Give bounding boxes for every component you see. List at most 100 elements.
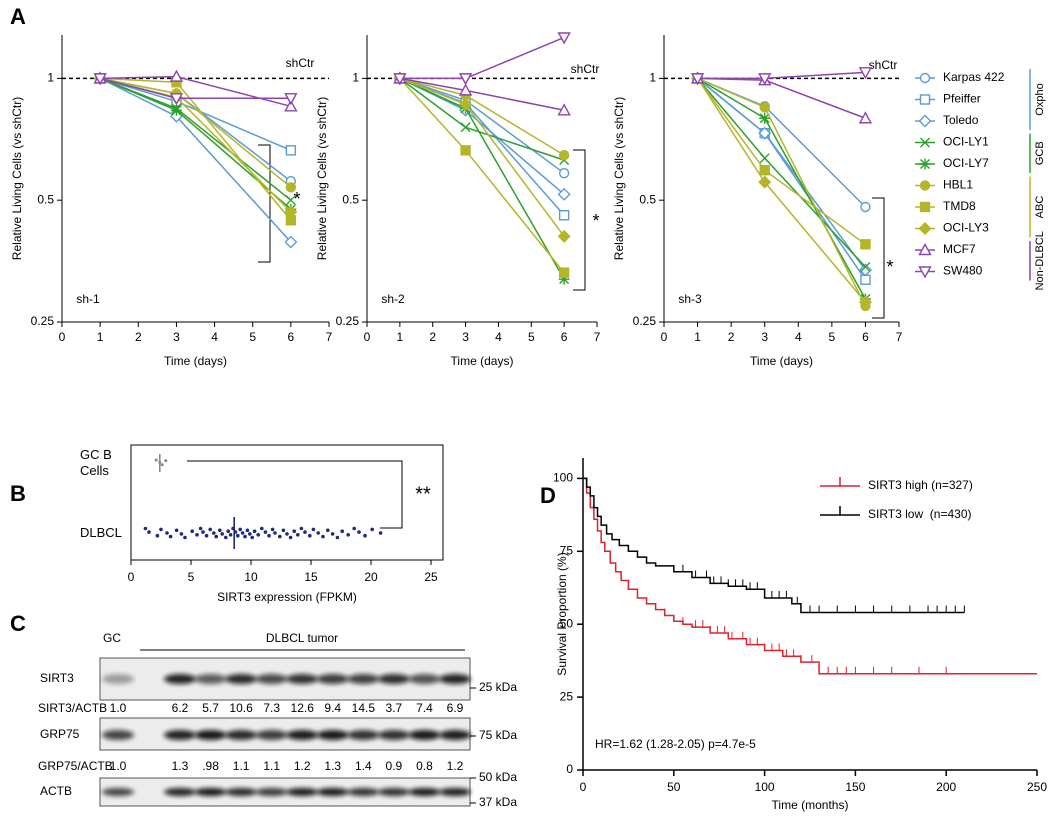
ratio-value: 1.0 [110, 701, 127, 715]
data-point [292, 529, 297, 533]
marker [558, 273, 570, 285]
marker [690, 73, 705, 86]
marker [93, 73, 107, 86]
blot-band [225, 730, 258, 740]
data-point [159, 527, 163, 532]
x-axis-label: SIRT3 expression (FPKM) [217, 590, 357, 604]
marker [759, 102, 770, 113]
data-point [212, 531, 216, 535]
data-point [260, 526, 264, 531]
blot-band [102, 674, 134, 684]
blot-band [377, 730, 410, 740]
x-tick-label: 0 [364, 330, 371, 344]
series-line [697, 77, 867, 300]
x-tick-label: 3 [462, 330, 469, 344]
ratio-value: 3.7 [386, 701, 403, 715]
data-point [363, 533, 367, 538]
x-tick-label: 100 [755, 780, 775, 794]
data-point [168, 534, 173, 539]
data-point [296, 533, 300, 537]
blot-band [347, 730, 380, 740]
data-point [243, 534, 247, 539]
data-point [208, 527, 212, 532]
blot-band [164, 788, 196, 796]
x-tick-label: 4 [495, 330, 502, 344]
blot-band [316, 788, 349, 796]
ratio-label: SIRT3/ACTB [38, 701, 107, 715]
marker [918, 266, 932, 279]
marker [860, 201, 871, 213]
x-tick-label: 10 [244, 570, 258, 584]
blot-band [102, 730, 134, 740]
significance-mark: ** [415, 483, 431, 505]
y-tick-label: 1 [649, 71, 656, 85]
series-line [696, 77, 866, 245]
data-point [299, 526, 304, 531]
data-point [311, 527, 316, 532]
blot-band [194, 788, 227, 796]
data-point [346, 533, 351, 537]
series-line [99, 77, 292, 188]
data-point [220, 532, 224, 536]
panel-letter: D [540, 483, 556, 508]
annotation: HR=1.62 (1.28-2.05) p=4.7e-5 [595, 737, 756, 751]
data-point [155, 533, 160, 538]
blot-band [286, 674, 319, 684]
data-point [240, 531, 245, 535]
data-point [147, 530, 151, 534]
marker [919, 72, 931, 84]
blot-band [225, 788, 258, 796]
data-point [214, 534, 218, 539]
series-line [99, 77, 292, 182]
data-point [303, 530, 307, 534]
blot-band [439, 788, 471, 796]
plot-frame [130, 444, 444, 561]
x-tick-label: 5 [829, 330, 836, 344]
y-tick-label: 0.25 [633, 314, 657, 328]
ratio-value: 0.8 [416, 759, 433, 773]
series-line [399, 77, 565, 274]
marker [558, 149, 570, 161]
marker [285, 195, 296, 206]
marker [858, 263, 872, 277]
series-line [399, 36, 565, 80]
ratio-value: 1.4 [355, 759, 372, 773]
size-marker: 37 kDa [479, 795, 517, 809]
legend-label: Karpas 422 [943, 70, 1005, 84]
data-point [250, 535, 254, 540]
marker [284, 235, 298, 249]
ratio-value: 1.1 [263, 759, 280, 773]
category-label: DLBCL [80, 525, 122, 540]
ratio-value: 6.2 [172, 701, 189, 715]
data-point [174, 528, 179, 533]
significance-bracket [187, 460, 403, 529]
blot-band [164, 674, 196, 684]
marker [557, 103, 571, 116]
panel-sublabel: sh-2 [381, 292, 405, 306]
x-tick-label: 1 [97, 330, 104, 344]
ratio-value: 0.9 [386, 759, 403, 773]
data-point [218, 528, 222, 533]
y-tick-label: 0.25 [336, 314, 360, 328]
legend-label: Toledo [943, 113, 979, 127]
marker [558, 168, 570, 179]
legend-label: Pfeiffer [943, 92, 981, 106]
marker [557, 32, 571, 45]
x-tick-label: 2 [429, 330, 436, 344]
y-tick-label: 1 [47, 71, 54, 85]
marker [759, 153, 770, 164]
data-point [281, 528, 286, 533]
marker [919, 94, 931, 105]
ratio-label: GRP75/ACTB [38, 759, 113, 773]
data-point [154, 458, 158, 462]
marker [759, 112, 771, 124]
data-point [165, 531, 169, 535]
series-line [697, 71, 866, 80]
ratio-value: 6.9 [447, 701, 464, 715]
blot-band [439, 674, 471, 684]
marker [860, 239, 871, 250]
legend-label: OCI-LY1 [943, 135, 989, 149]
data-point [308, 533, 312, 538]
ratio-value: 1.0 [110, 759, 127, 773]
